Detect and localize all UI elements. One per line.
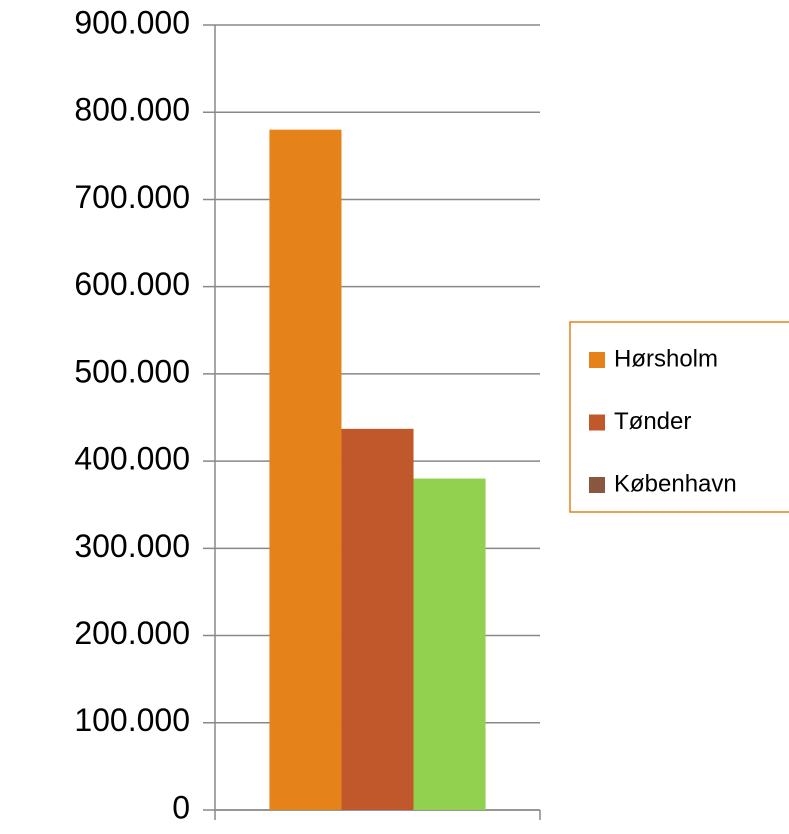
legend-label: København <box>614 470 737 497</box>
y-tick-label: 600.000 <box>74 266 190 302</box>
legend-swatch <box>589 352 605 368</box>
y-tick-label: 300.000 <box>74 528 190 564</box>
y-tick-label: 800.000 <box>74 92 190 128</box>
legend-box <box>569 321 789 513</box>
legend-label: Tønder <box>614 408 691 435</box>
bar <box>341 428 414 810</box>
y-tick-label: 500.000 <box>74 353 190 389</box>
y-tick-label: 400.000 <box>74 441 190 477</box>
y-tick-label: 700.000 <box>74 179 190 215</box>
y-tick-label: 100.000 <box>74 702 190 738</box>
bar <box>269 129 342 810</box>
legend-swatch <box>589 477 605 493</box>
y-tick-label: 0 <box>172 789 190 825</box>
legend-swatch <box>589 414 605 431</box>
y-tick-label: 200.000 <box>74 615 190 651</box>
legend-label: Hørsholm <box>614 345 718 372</box>
bar <box>413 478 486 810</box>
y-tick-label: 900.000 <box>74 4 190 40</box>
